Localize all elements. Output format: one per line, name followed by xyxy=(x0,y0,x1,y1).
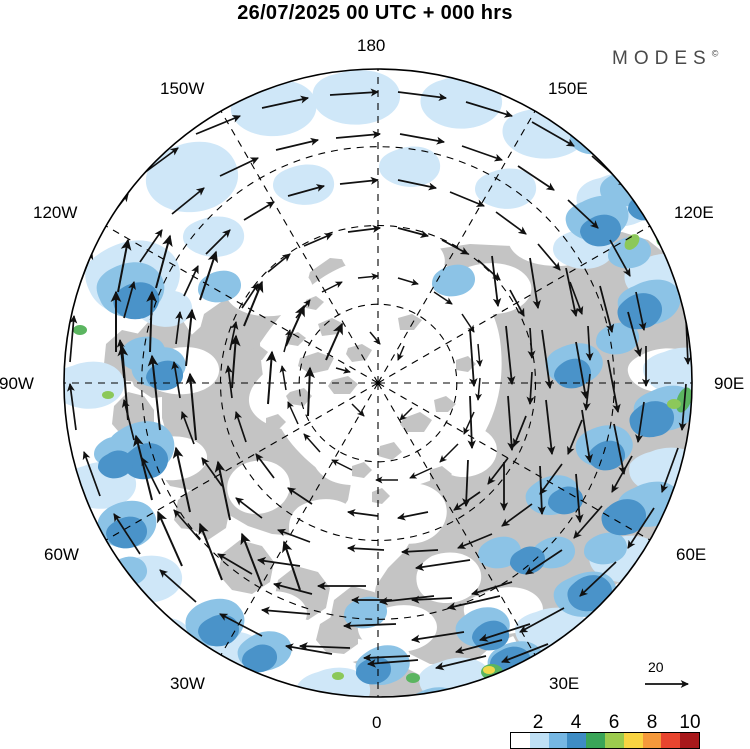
wind-vectors-descending xyxy=(462,255,643,524)
wind-vectors-strong xyxy=(110,234,343,591)
lon-label-90W: 90W xyxy=(0,374,34,393)
colorbar-tick-8: 8 xyxy=(646,712,658,733)
wind-vectors-inner xyxy=(279,273,483,484)
colorbar-ticks: 2 4 6 8 10 xyxy=(510,712,701,733)
colorbar-cell-0 xyxy=(511,733,530,748)
lon-label-180: 180 xyxy=(357,36,386,55)
colorbar-cell-8 xyxy=(661,733,681,748)
colorbar-cell-7 xyxy=(642,733,662,748)
page-title: 26/07/2025 00 UTC + 000 hrs xyxy=(237,2,513,24)
vector-reference-label: 20 xyxy=(648,659,664,675)
lon-label-60W: 60W xyxy=(44,545,79,564)
lon-label-150W: 150W xyxy=(160,79,205,98)
wind-vectors-easterly xyxy=(256,556,549,671)
colorbar-tick-6: 6 xyxy=(608,712,620,733)
colorbar-strip xyxy=(510,732,700,749)
colorbar-tick-4: 4 xyxy=(570,712,582,733)
lon-label-30W: 30W xyxy=(170,674,205,693)
colorbar-cell-3 xyxy=(567,733,587,748)
registered-mark-icon: © xyxy=(711,48,719,59)
lon-label-0: 0 xyxy=(372,713,382,732)
colorbar-cell-1 xyxy=(529,733,549,748)
modes-logo: MODES© xyxy=(612,48,718,70)
lon-label-120W: 120W xyxy=(33,203,78,222)
colorbar-cell-5 xyxy=(604,733,624,748)
colorbar-tick-2: 2 xyxy=(532,712,544,733)
meridians xyxy=(64,69,692,697)
lon-label-60E: 60E xyxy=(676,545,707,564)
lon-label-90E: 90E xyxy=(714,374,745,393)
colorbar: 2 4 6 8 10 xyxy=(510,712,701,749)
colorbar-cell-4 xyxy=(586,733,605,748)
colorbar-tick-10: 10 xyxy=(679,712,701,733)
logo-text: MODES xyxy=(612,48,712,69)
lon-label-30E: 30E xyxy=(549,674,580,693)
colorbar-cell-2 xyxy=(548,733,568,748)
lon-label-120E: 120E xyxy=(674,203,714,222)
lon-label-150E: 150E xyxy=(548,79,588,98)
globe-outline xyxy=(63,68,693,698)
colorbar-cell-9 xyxy=(680,733,699,748)
colorbar-cell-6 xyxy=(623,733,643,748)
